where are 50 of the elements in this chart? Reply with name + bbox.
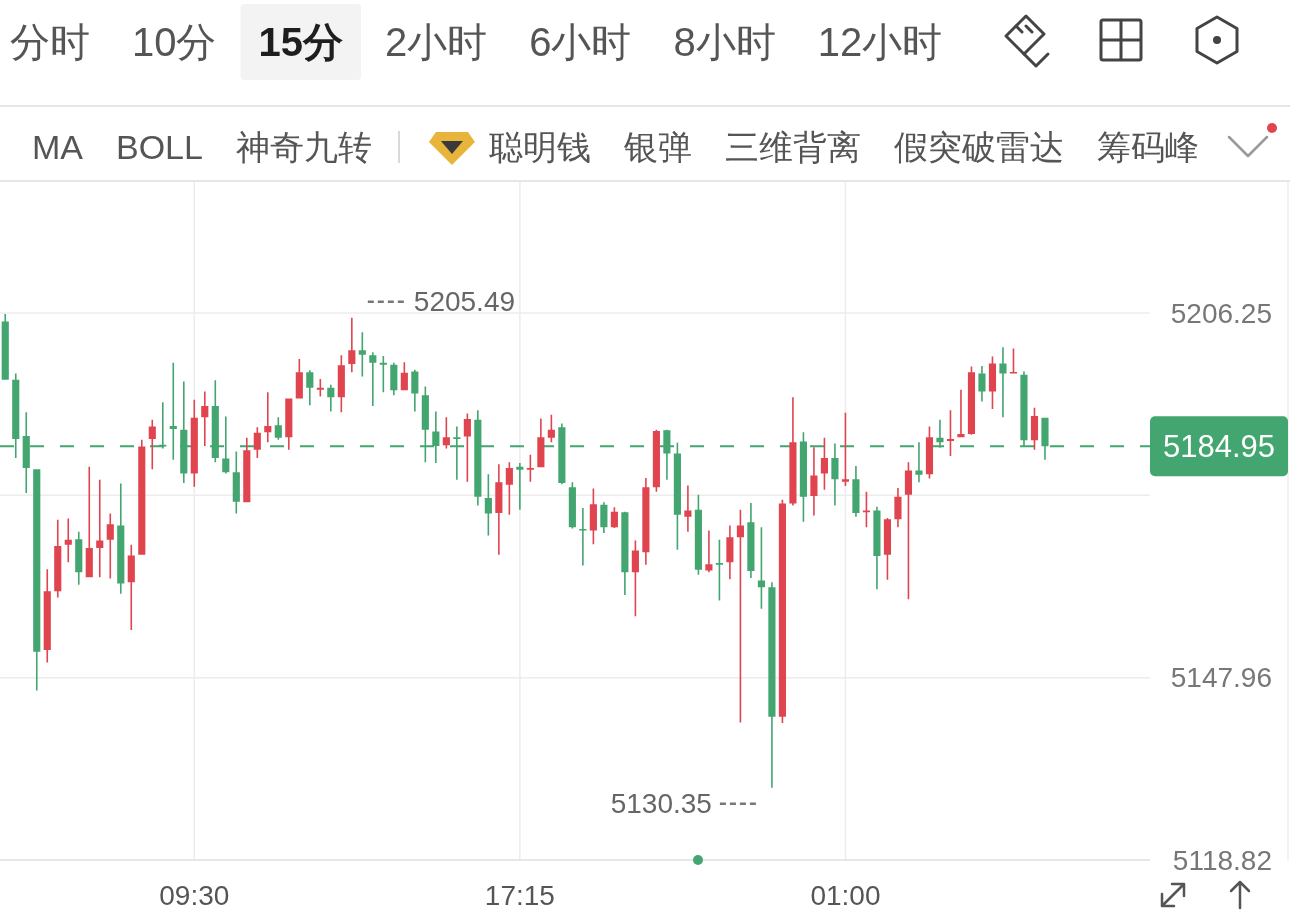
text: 假突破雷达	[893, 128, 1064, 166]
x-tick-label: 17:15	[484, 879, 555, 911]
candlestick	[831, 443, 839, 506]
y-tick-label: 5206.25	[1170, 297, 1272, 329]
text: BOLL	[116, 128, 203, 166]
candlestick	[348, 317, 356, 373]
candlestick	[684, 485, 692, 532]
text: 三维背离	[724, 128, 861, 166]
x-tick-label: 01:00	[810, 879, 881, 911]
text: 12小时	[817, 20, 943, 64]
candlestick	[106, 513, 114, 579]
y-tick-label: 5118.82	[1172, 844, 1272, 876]
text: MA	[32, 128, 84, 166]
candlestick	[64, 518, 72, 563]
candlestick	[148, 419, 156, 470]
candlestick	[201, 391, 209, 446]
text: 分时	[10, 20, 90, 64]
text: 8小时	[673, 20, 776, 64]
candlestick	[999, 347, 1007, 418]
candlestick	[810, 447, 818, 516]
text: 神奇九转	[235, 128, 372, 166]
candlestick	[127, 544, 135, 630]
candlestick	[369, 352, 377, 406]
text: 筹码峰	[1096, 128, 1199, 166]
candlestick	[978, 365, 986, 402]
candlestick	[957, 389, 965, 438]
y-tick-label: 5147.96	[1170, 662, 1272, 694]
text: 6小时	[529, 20, 632, 64]
candlestick	[915, 442, 923, 483]
candlestick	[852, 466, 860, 517]
annotation: 5130.35	[610, 788, 712, 820]
candlestick	[85, 466, 93, 578]
candlestick	[169, 362, 177, 460]
text: 银弹	[622, 128, 692, 166]
candlestick	[264, 392, 272, 443]
text: 聪明钱	[488, 128, 591, 166]
candlestick	[96, 479, 104, 578]
candlestick	[705, 530, 713, 573]
ref-line-label: 5184.95	[1162, 428, 1276, 464]
text: 2小时	[385, 20, 488, 64]
candlestick	[495, 464, 503, 555]
text: 15分	[258, 20, 343, 64]
text: 10分	[132, 20, 217, 64]
candlestick	[894, 487, 902, 528]
candlestick	[873, 506, 881, 590]
candlestick	[327, 384, 335, 412]
annotation: 5205.49	[413, 286, 516, 318]
x-tick-label: 09:30	[159, 879, 230, 911]
candlestick	[516, 462, 524, 510]
candlestick	[579, 507, 587, 566]
